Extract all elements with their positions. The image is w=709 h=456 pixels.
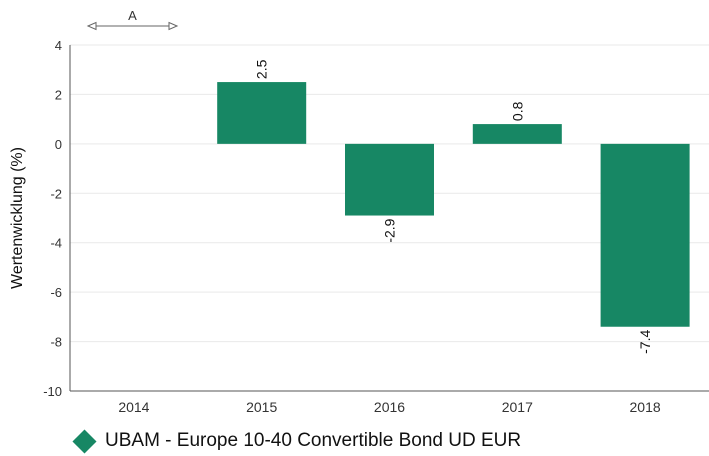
y-tick-label: -8 — [50, 335, 62, 350]
legend[interactable]: UBAM - Europe 10-40 Convertible Bond UD … — [72, 427, 522, 455]
x-tick-label: 2017 — [502, 399, 533, 415]
y-tick-label: 0 — [55, 137, 62, 152]
y-axis-label: Wertenwicklung (%) — [9, 147, 26, 289]
legend-label: UBAM - Europe 10-40 Convertible Bond UD … — [105, 430, 522, 451]
y-tick-label: -10 — [43, 384, 62, 399]
value-label-2017: 0.8 — [509, 101, 525, 121]
y-tick-label: -6 — [50, 285, 62, 300]
annotation-arrow-right-icon — [168, 21, 179, 31]
x-tick-label: 2016 — [374, 399, 405, 415]
bar-2015 — [217, 82, 307, 144]
x-tick-label: 2018 — [630, 399, 661, 415]
x-tick-label: 2015 — [246, 399, 277, 415]
x-tick-label: 2014 — [118, 399, 149, 415]
legend-marker-icon — [72, 428, 97, 454]
bar-2017 — [472, 124, 562, 144]
y-tick-label: -4 — [50, 236, 62, 251]
value-label-2015: 2.5 — [254, 59, 270, 79]
value-label-2016: -2.9 — [382, 218, 398, 242]
y-tick-label: -2 — [50, 186, 62, 201]
value-label-2018: -7.4 — [637, 330, 653, 354]
annotation-arrow-left-icon — [86, 21, 97, 31]
y-tick-label: 4 — [55, 38, 62, 53]
bar-2016 — [345, 143, 434, 216]
bar-2018 — [600, 143, 690, 327]
y-tick-label: 2 — [55, 87, 62, 102]
annotation-label: A — [128, 8, 137, 23]
